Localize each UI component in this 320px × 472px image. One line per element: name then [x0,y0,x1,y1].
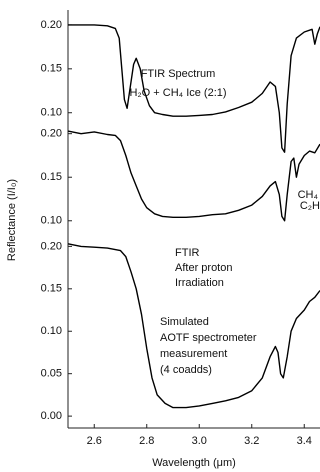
y-tick-label: 0.20 [41,240,62,252]
x-axis-label: Wavelength (μm) [152,457,236,469]
spectrum-line [67,130,320,222]
y-tick-label: 0.15 [41,63,62,75]
y-axis-label: Reflectance (I/I₀) [6,179,18,261]
x-tick-label: 3.0 [192,435,207,447]
y-tick-label: 0.15 [41,283,62,295]
x-tick-label: 2.6 [87,435,102,447]
y-tick-label: 0.10 [41,325,62,337]
spectrum-line [68,24,320,153]
y-tick-label: 0.20 [41,19,62,31]
annotation: (4 coadds) [160,364,212,376]
annotation: C₂H [300,200,320,212]
y-tick-label: 0.10 [41,107,62,119]
annotation: Simulated [160,316,209,328]
annotation: After proton [175,262,232,274]
x-tick-label: 3.4 [297,435,312,447]
y-tick-label: 0.10 [41,215,62,227]
x-tick-label: 2.8 [139,435,154,447]
y-tick-label: 0.00 [41,410,62,422]
annotation: AOTF spectrometer [160,332,257,344]
annotation: Irradiation [175,277,224,289]
spectrum-line [67,243,320,409]
y-tick-label: 0.20 [41,128,62,140]
x-tick-label: 3.2 [244,435,259,447]
annotation: FTIR [175,247,199,259]
annotation: H₂O + CH₄ Ice (2:1) [129,87,226,99]
y-tick-label: 0.15 [41,171,62,183]
annotation: FTIR Spectrum [141,68,216,80]
y-tick-label: 0.05 [41,368,62,380]
annotation: CH₄ [298,189,319,201]
annotation: measurement [160,348,227,360]
